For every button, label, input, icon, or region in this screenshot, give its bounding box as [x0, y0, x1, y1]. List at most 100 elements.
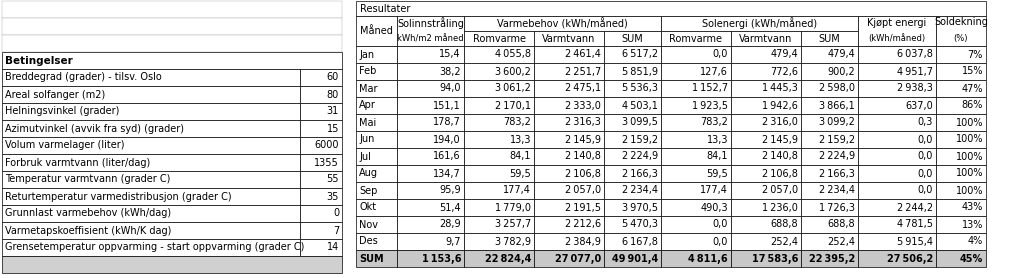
- Text: 2 159,2: 2 159,2: [622, 135, 658, 145]
- Bar: [662, 233, 731, 250]
- Bar: [662, 80, 731, 97]
- Bar: [397, 97, 464, 114]
- Bar: [662, 131, 731, 148]
- Text: 43%: 43%: [962, 202, 983, 212]
- Bar: [936, 63, 986, 80]
- Bar: [604, 233, 662, 250]
- Text: 3 970,5: 3 970,5: [622, 202, 658, 212]
- Bar: [356, 131, 397, 148]
- Bar: [731, 182, 801, 199]
- Bar: [356, 1, 986, 16]
- Bar: [731, 46, 801, 63]
- Text: 252,4: 252,4: [827, 237, 855, 247]
- Bar: [936, 114, 986, 131]
- Bar: [731, 80, 801, 97]
- Text: 1 942,6: 1 942,6: [762, 101, 798, 110]
- Bar: [604, 114, 662, 131]
- Text: 9,7: 9,7: [445, 237, 461, 247]
- Bar: [801, 182, 858, 199]
- Bar: [356, 80, 397, 97]
- Bar: [300, 222, 342, 239]
- Bar: [356, 182, 397, 199]
- Text: Areal solfanger (m2): Areal solfanger (m2): [5, 90, 105, 100]
- Text: 2 244,2: 2 244,2: [897, 202, 933, 212]
- Text: Kjøpt energi: Kjøpt energi: [867, 18, 927, 28]
- Text: 27 077,0: 27 077,0: [555, 254, 601, 264]
- Bar: [662, 182, 731, 199]
- Bar: [936, 148, 986, 165]
- Bar: [356, 250, 397, 267]
- Bar: [397, 63, 464, 80]
- Text: Varmebehov (kWh/måned): Varmebehov (kWh/måned): [497, 18, 628, 29]
- Text: 3 099,2: 3 099,2: [819, 118, 855, 128]
- Text: 1 152,7: 1 152,7: [692, 83, 728, 93]
- Bar: [801, 233, 858, 250]
- Text: 2 251,7: 2 251,7: [565, 66, 601, 76]
- Bar: [464, 233, 534, 250]
- Text: 2 461,4: 2 461,4: [565, 49, 601, 59]
- Text: Resultater: Resultater: [360, 4, 411, 14]
- Text: 2 106,8: 2 106,8: [762, 168, 798, 178]
- Text: 479,4: 479,4: [770, 49, 798, 59]
- Text: 900,2: 900,2: [827, 66, 855, 76]
- Text: Aug: Aug: [359, 168, 378, 178]
- Bar: [662, 63, 731, 80]
- Bar: [534, 216, 604, 233]
- Text: 2 212,6: 2 212,6: [565, 220, 601, 230]
- Text: 28,9: 28,9: [439, 220, 461, 230]
- Text: Romvarme: Romvarme: [472, 34, 525, 43]
- Text: 2 057,0: 2 057,0: [565, 185, 601, 195]
- Text: 194,0: 194,0: [433, 135, 461, 145]
- Bar: [936, 233, 986, 250]
- Text: SUM: SUM: [818, 34, 841, 43]
- Text: 2 598,0: 2 598,0: [819, 83, 855, 93]
- Bar: [858, 80, 936, 97]
- Bar: [936, 250, 986, 267]
- Bar: [801, 131, 858, 148]
- Bar: [2, 188, 300, 205]
- Text: 2 166,3: 2 166,3: [819, 168, 855, 178]
- Bar: [936, 97, 986, 114]
- Text: 177,4: 177,4: [503, 185, 531, 195]
- Text: 4 951,7: 4 951,7: [897, 66, 933, 76]
- Text: 2 191,5: 2 191,5: [565, 202, 601, 212]
- Bar: [2, 154, 300, 171]
- Bar: [397, 114, 464, 131]
- Bar: [858, 16, 936, 46]
- Bar: [300, 137, 342, 154]
- Bar: [300, 239, 342, 256]
- Text: 31: 31: [327, 106, 339, 116]
- Text: Helningsvinkel (grader): Helningsvinkel (grader): [5, 106, 120, 116]
- Text: 6000: 6000: [314, 140, 339, 150]
- Bar: [534, 63, 604, 80]
- Text: Soldekning: Soldekning: [934, 17, 988, 27]
- Bar: [731, 31, 801, 46]
- Bar: [356, 114, 397, 131]
- Bar: [662, 250, 731, 267]
- Bar: [604, 131, 662, 148]
- Text: SUM: SUM: [622, 34, 643, 43]
- Text: Volum varmelager (liter): Volum varmelager (liter): [5, 140, 125, 150]
- Bar: [300, 86, 342, 103]
- Text: 637,0: 637,0: [905, 101, 933, 110]
- Text: 151,1: 151,1: [433, 101, 461, 110]
- Bar: [397, 16, 464, 46]
- Text: 688,8: 688,8: [827, 220, 855, 230]
- Bar: [397, 165, 464, 182]
- Text: 2 333,0: 2 333,0: [565, 101, 601, 110]
- Bar: [662, 97, 731, 114]
- Text: 100%: 100%: [955, 185, 983, 195]
- Bar: [936, 199, 986, 216]
- Bar: [356, 16, 397, 46]
- Text: 5 536,3: 5 536,3: [622, 83, 658, 93]
- Bar: [2, 137, 300, 154]
- Text: 6 517,2: 6 517,2: [622, 49, 658, 59]
- Bar: [604, 182, 662, 199]
- Text: 2 159,2: 2 159,2: [819, 135, 855, 145]
- Bar: [2, 69, 300, 86]
- Text: 84,1: 84,1: [510, 152, 531, 162]
- Text: 4 055,8: 4 055,8: [495, 49, 531, 59]
- Text: 0,0: 0,0: [713, 237, 728, 247]
- Text: 17 583,6: 17 583,6: [752, 254, 798, 264]
- Text: 2 170,1: 2 170,1: [495, 101, 531, 110]
